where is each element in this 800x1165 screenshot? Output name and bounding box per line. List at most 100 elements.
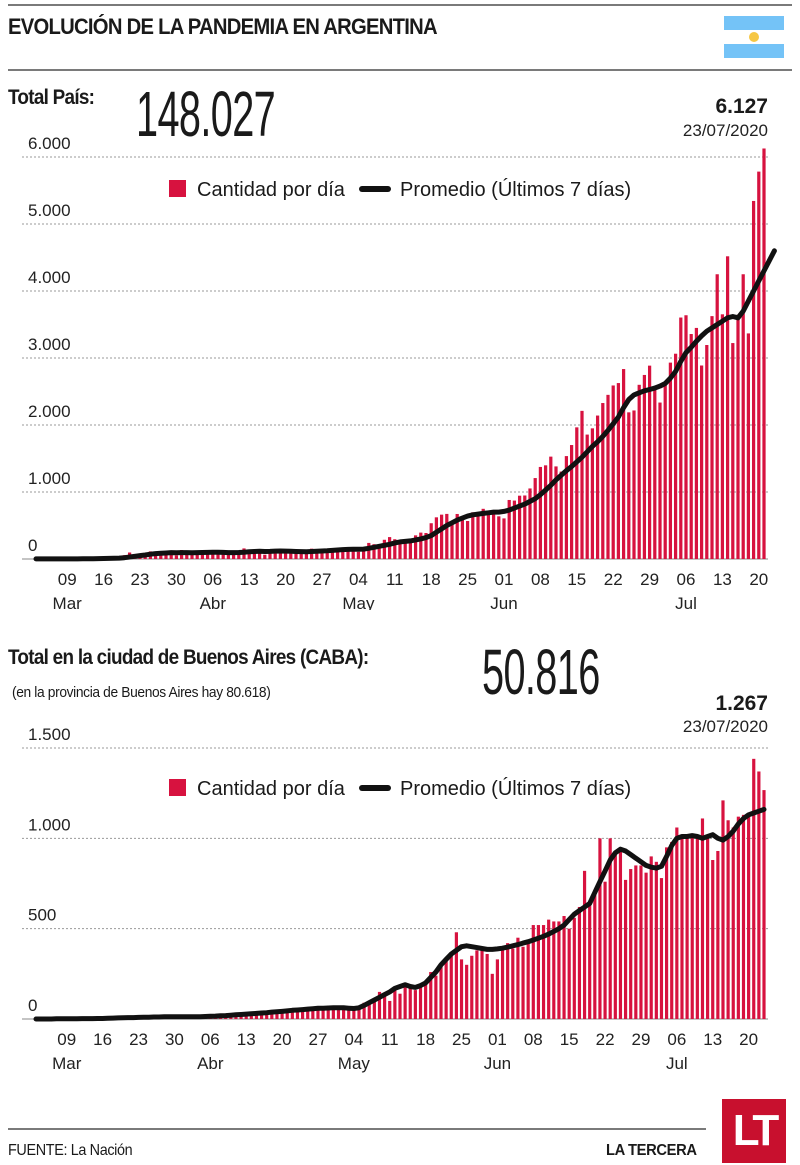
bar	[716, 850, 720, 1019]
bar	[523, 495, 527, 559]
bar	[263, 554, 267, 559]
caba-last-date: 23/07/2020	[682, 717, 768, 736]
bar	[321, 1009, 325, 1019]
x-month-label: Jun	[490, 594, 517, 610]
bar	[731, 827, 735, 1019]
bar	[306, 1008, 310, 1019]
bar	[621, 369, 626, 559]
bar	[658, 402, 662, 559]
bar	[616, 383, 621, 559]
bar	[554, 466, 558, 559]
bar	[295, 1009, 300, 1019]
bar	[663, 385, 667, 559]
bar	[257, 549, 262, 559]
x-tick-label: 08	[531, 570, 550, 589]
bar	[278, 550, 283, 559]
bar	[275, 1010, 279, 1019]
argentina-flag-icon	[724, 16, 784, 58]
bar	[265, 1011, 269, 1019]
bar	[689, 334, 693, 559]
bar	[595, 415, 600, 559]
bar	[725, 256, 730, 559]
bar	[516, 937, 520, 1019]
bar	[680, 834, 684, 1019]
bar	[538, 466, 543, 559]
bar	[439, 964, 443, 1019]
bar	[543, 465, 548, 559]
bar	[398, 993, 402, 1019]
bar	[601, 403, 605, 559]
bar	[237, 551, 241, 559]
x-tick-label: 22	[596, 1030, 615, 1049]
caba-chart: 0 500 1.000 1.500 09 Mar 16 23 30 06 Abr 13 20 27 04 Ma…	[22, 725, 768, 1073]
bar	[372, 544, 376, 559]
bar	[517, 495, 522, 559]
bar	[637, 384, 641, 559]
bar	[393, 539, 397, 559]
x-tick-label: 01	[488, 1030, 507, 1049]
bar	[490, 973, 494, 1019]
bar	[301, 1009, 305, 1019]
x-tick-label: 06	[667, 1030, 686, 1049]
bar	[304, 553, 309, 559]
bar	[393, 987, 397, 1019]
bar	[762, 148, 766, 559]
bar	[434, 975, 438, 1019]
bar	[403, 541, 407, 559]
x-tick-label: 20	[739, 1030, 758, 1049]
bar	[259, 1012, 264, 1019]
bar	[419, 532, 423, 559]
x-tick-label: 25	[458, 570, 477, 589]
bar	[705, 345, 709, 559]
bar	[174, 555, 179, 559]
bar	[521, 946, 525, 1019]
bar	[736, 816, 740, 1019]
bar	[356, 551, 361, 559]
bar	[642, 374, 647, 559]
bar	[629, 869, 633, 1019]
y-tick-label: 3.000	[28, 335, 71, 354]
x-tick-label: 16	[94, 570, 113, 589]
bar	[721, 800, 725, 1019]
bar	[741, 274, 745, 559]
x-tick-label: 06	[201, 1030, 220, 1049]
bar	[611, 385, 615, 559]
y-tick-label: 1.500	[28, 725, 71, 744]
bar	[254, 1013, 259, 1019]
brand-name: LA TERCERA	[606, 1142, 697, 1159]
bar	[311, 1008, 315, 1019]
bar	[665, 847, 669, 1019]
bar	[572, 917, 576, 1019]
bar	[690, 836, 694, 1019]
bar	[731, 343, 735, 559]
y-tick-label: 0	[28, 996, 37, 1015]
x-month-label: Abr	[197, 1054, 224, 1073]
x-tick-label: 20	[273, 1030, 292, 1049]
source-credit: FUENTE: La Nación	[8, 1142, 133, 1159]
bar	[675, 827, 679, 1019]
x-tick-label: 27	[313, 570, 332, 589]
bar	[429, 972, 433, 1019]
bar	[330, 549, 335, 559]
legend-bar-swatch	[169, 779, 186, 796]
la-tercera-logo-icon: LT	[722, 1099, 786, 1163]
x-tick-label: 22	[604, 570, 623, 589]
y-tick-label: 4.000	[28, 268, 71, 287]
bar	[362, 1002, 366, 1019]
bar	[507, 499, 511, 559]
x-tick-label: 18	[416, 1030, 435, 1049]
bar	[562, 916, 566, 1019]
bar	[547, 919, 551, 1019]
bar	[471, 512, 475, 559]
bar	[536, 925, 541, 1019]
bar	[367, 1004, 371, 1019]
bar	[746, 333, 751, 559]
bar	[694, 327, 699, 559]
bar	[361, 547, 366, 559]
legend-line-label: Promedio (Últimos 7 días)	[400, 777, 631, 800]
x-tick-label: 13	[713, 570, 732, 589]
bar	[720, 314, 725, 559]
x-tick-label: 01	[495, 570, 514, 589]
bar	[387, 537, 392, 559]
x-tick-label: 25	[452, 1030, 471, 1049]
